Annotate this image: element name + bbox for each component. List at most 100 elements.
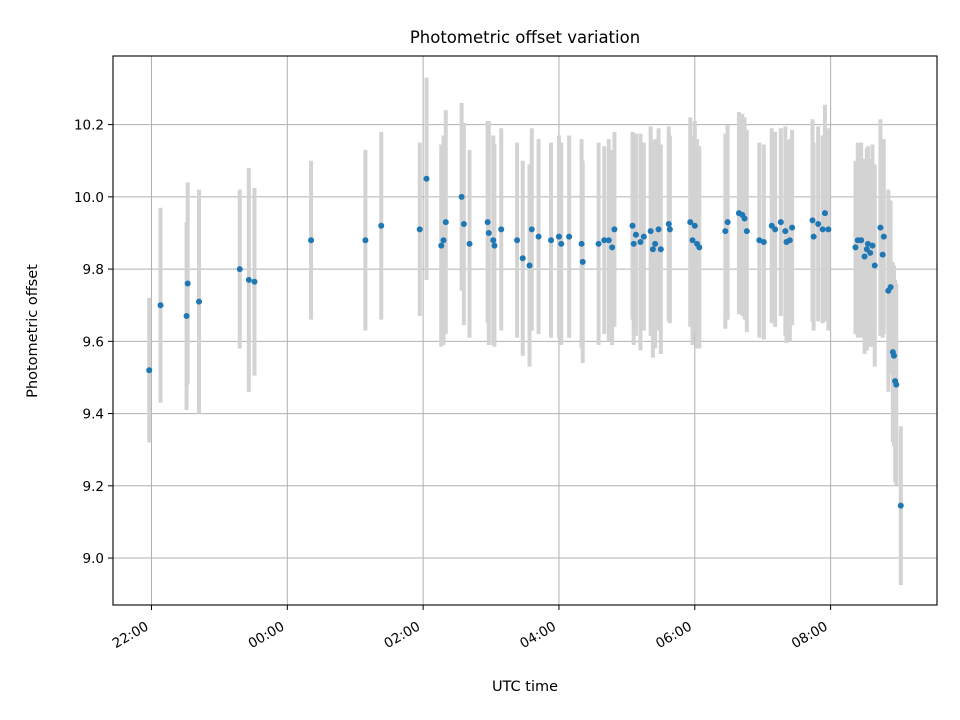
data-point	[756, 237, 763, 244]
data-point	[724, 219, 731, 226]
data-point	[861, 253, 868, 260]
data-point	[519, 255, 526, 262]
data-point	[528, 226, 535, 233]
data-point	[777, 219, 784, 226]
data-point	[637, 239, 644, 246]
data-point	[657, 246, 664, 253]
data-point	[438, 242, 445, 249]
plot-area-frame	[112, 55, 938, 606]
data-point	[819, 226, 826, 233]
x-axis-ticks: 22:00 00:00 02:00 04:00 06:00 08:00	[110, 605, 832, 652]
data-point	[308, 237, 315, 244]
data-point	[423, 175, 430, 182]
data-point	[535, 233, 542, 240]
data-point	[498, 226, 505, 233]
data-point	[815, 220, 822, 227]
data-point	[665, 220, 672, 227]
data-point	[416, 226, 423, 233]
data-point	[514, 237, 521, 244]
data-point	[629, 222, 636, 229]
chart-title: Photometric offset variation	[410, 28, 640, 47]
y-axis-label: Photometric offset	[25, 264, 41, 398]
data-point	[611, 226, 618, 233]
data-point	[184, 280, 191, 287]
data-point	[880, 233, 887, 240]
data-point	[852, 244, 859, 251]
data-point	[484, 219, 491, 226]
data-point	[245, 276, 252, 283]
data-point	[760, 239, 767, 246]
x-axis-label: UTC time	[492, 679, 558, 695]
data-point	[691, 222, 698, 229]
data-point	[605, 237, 612, 244]
data-point	[609, 244, 616, 251]
data-point	[578, 240, 585, 247]
data-point	[579, 258, 586, 265]
data-point	[743, 228, 750, 235]
data-point	[858, 237, 865, 244]
data-point	[810, 233, 817, 240]
y-tick-label: 9.2	[83, 479, 104, 495]
data-point	[555, 233, 562, 240]
data-point	[466, 240, 473, 247]
data-point	[362, 237, 369, 244]
data-point	[867, 249, 874, 256]
error-bars	[147, 77, 903, 586]
y-axis-ticks: 9.0 9.2 9.4 9.6 9.8 10.0 10.2	[74, 118, 113, 567]
x-tick-label: 22:00	[110, 619, 152, 652]
data-point	[786, 237, 793, 244]
y-tick-label: 9.6	[83, 334, 104, 350]
y-tick-label: 9.8	[83, 262, 104, 278]
data-point	[722, 228, 729, 235]
y-tick-label: 10.0	[74, 190, 104, 206]
data-point	[458, 193, 465, 200]
x-tick-label: 00:00	[246, 619, 288, 652]
data-point	[526, 262, 533, 269]
data-point	[666, 226, 673, 233]
data-point	[890, 352, 897, 359]
data-point	[630, 240, 637, 247]
data-point	[442, 219, 449, 226]
data-point	[485, 229, 492, 236]
data-point	[490, 237, 497, 244]
data-point	[687, 219, 694, 226]
y-tick-label: 9.4	[83, 407, 104, 423]
data-point	[825, 226, 832, 233]
data-point	[548, 237, 555, 244]
data-point	[652, 240, 659, 247]
data-point	[893, 381, 900, 388]
data-point	[897, 502, 904, 509]
data-point	[236, 266, 243, 273]
data-point	[378, 222, 385, 229]
data-point	[647, 228, 654, 235]
data-point	[772, 226, 779, 233]
x-tick-label: 06:00	[653, 619, 695, 652]
data-points	[146, 175, 904, 509]
data-point	[640, 233, 647, 240]
x-tick-label: 02:00	[381, 619, 423, 652]
data-point	[879, 251, 886, 258]
data-point	[696, 244, 703, 251]
data-point	[157, 302, 164, 309]
data-point	[460, 220, 467, 227]
data-point	[809, 217, 816, 224]
data-point	[440, 237, 447, 244]
data-point	[251, 278, 258, 285]
data-point	[887, 284, 894, 291]
data-point	[632, 231, 639, 238]
x-tick-label: 04:00	[517, 619, 559, 652]
y-tick-label: 9.0	[83, 551, 104, 567]
data-point	[689, 237, 696, 244]
x-tick-label: 08:00	[789, 619, 831, 652]
data-point	[595, 240, 602, 247]
data-point	[566, 233, 573, 240]
data-point	[821, 210, 828, 217]
data-point	[558, 240, 565, 247]
data-point	[782, 228, 789, 235]
data-point	[864, 240, 871, 247]
data-point	[789, 224, 796, 231]
data-point	[491, 242, 498, 249]
data-point	[871, 262, 878, 269]
data-point	[655, 226, 662, 233]
